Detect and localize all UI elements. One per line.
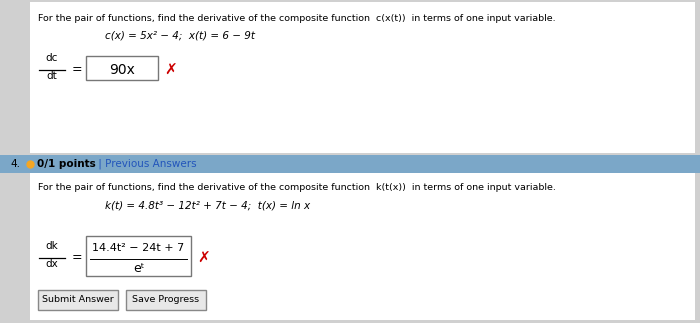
Bar xyxy=(0,155,700,173)
Text: =: = xyxy=(72,64,83,77)
Text: =: = xyxy=(72,252,83,265)
Text: 0/1 points: 0/1 points xyxy=(37,159,96,169)
Text: 14.4t² − 24t + 7: 14.4t² − 24t + 7 xyxy=(92,243,185,253)
Bar xyxy=(30,173,695,320)
Bar xyxy=(126,290,206,310)
Text: For the pair of functions, find the derivative of the composite function  c(x(t): For the pair of functions, find the deri… xyxy=(38,14,556,23)
Text: k(t) = 4.8t³ − 12t² + 7t − 4;  t(x) = ln x: k(t) = 4.8t³ − 12t² + 7t − 4; t(x) = ln … xyxy=(105,200,310,210)
Bar xyxy=(30,2,695,153)
Bar xyxy=(86,236,191,276)
Text: ✗: ✗ xyxy=(197,251,210,266)
Bar xyxy=(86,56,158,80)
Text: Submit Answer: Submit Answer xyxy=(42,296,114,305)
Text: dx: dx xyxy=(46,259,58,269)
Text: For the pair of functions, find the derivative of the composite function  k(t(x): For the pair of functions, find the deri… xyxy=(38,183,556,192)
Text: 4.: 4. xyxy=(10,159,20,169)
Text: dk: dk xyxy=(46,241,58,251)
Bar xyxy=(38,290,118,310)
Text: dc: dc xyxy=(46,53,58,63)
Text: | Previous Answers: | Previous Answers xyxy=(95,159,197,169)
Text: eᵗ: eᵗ xyxy=(133,262,144,275)
Text: ✗: ✗ xyxy=(164,62,176,78)
Text: 90x: 90x xyxy=(109,63,135,77)
Text: dt: dt xyxy=(47,71,57,81)
Text: Save Progress: Save Progress xyxy=(132,296,200,305)
Text: c(x) = 5x² − 4;  x(t) = 6 − 9t: c(x) = 5x² − 4; x(t) = 6 − 9t xyxy=(105,30,255,40)
